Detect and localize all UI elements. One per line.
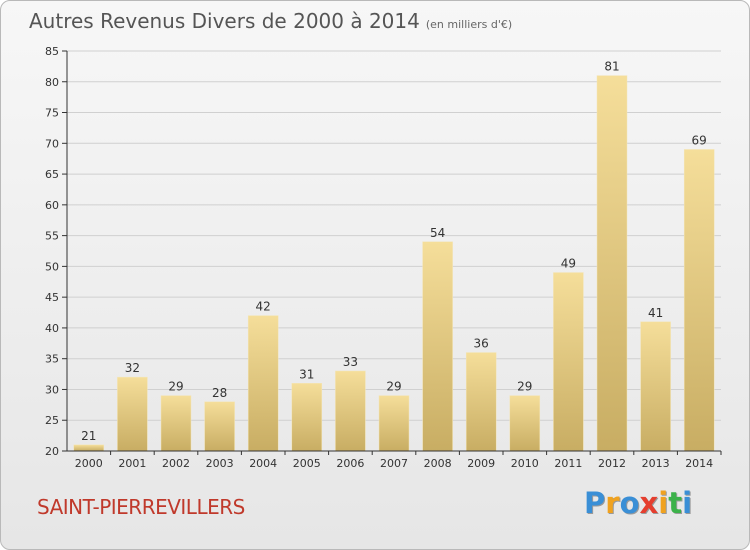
logo-letter: P xyxy=(584,486,606,520)
x-tick-label: 2008 xyxy=(424,457,452,470)
x-tick-label: 2003 xyxy=(206,457,234,470)
value-label: 42 xyxy=(256,300,271,314)
y-tick-label: 75 xyxy=(45,107,59,120)
x-tick-label: 2006 xyxy=(336,457,364,470)
logo-letter: i xyxy=(682,486,693,520)
y-tick-label: 50 xyxy=(45,260,59,273)
y-tick-label: 35 xyxy=(45,353,59,366)
x-tick-label: 2012 xyxy=(598,457,626,470)
x-tick-label: 2002 xyxy=(162,457,190,470)
x-tick-label: 2011 xyxy=(554,457,582,470)
x-tick-label: 2004 xyxy=(249,457,277,470)
bar-2006 xyxy=(335,370,366,452)
value-label: 69 xyxy=(692,133,707,147)
chart-title-text: Autres Revenus Divers de 2000 à 2014 xyxy=(29,9,420,33)
y-tick-label: 30 xyxy=(45,383,59,396)
value-label: 29 xyxy=(168,380,183,394)
y-tick-labels: 20 25 30 35 40 45 50 55 60 65 70 75 80 85 xyxy=(45,45,59,458)
value-label: 29 xyxy=(517,380,532,394)
bar-2010 xyxy=(509,395,541,452)
bar-2003 xyxy=(204,401,235,452)
value-label: 29 xyxy=(386,380,401,394)
bar-2011 xyxy=(553,272,584,452)
value-labels: 21 32 29 28 42 31 33 29 54 36 29 49 81 41 69 xyxy=(81,60,707,443)
y-tick-label: 20 xyxy=(45,445,59,458)
chart-title: Autres Revenus Divers de 2000 à 2014 (en … xyxy=(29,9,512,33)
bar-2012 xyxy=(596,75,628,452)
proxiti-logo: Proxiti xyxy=(584,486,692,520)
x-tick-label: 2010 xyxy=(511,457,539,470)
value-label: 54 xyxy=(430,226,445,240)
logo-letter: t xyxy=(668,486,683,520)
y-tick-label: 45 xyxy=(45,291,59,304)
x-tick-label: 2000 xyxy=(75,457,103,470)
y-tick-label: 55 xyxy=(45,230,59,243)
bar-2004 xyxy=(247,315,279,452)
bar-2005 xyxy=(291,383,323,452)
bar-2009 xyxy=(465,352,497,452)
bar-2007 xyxy=(378,395,410,452)
chart-subtitle: (en milliers d'€) xyxy=(425,18,513,31)
logo-letter: r xyxy=(605,486,620,520)
y-tick-label: 80 xyxy=(45,76,59,89)
y-tick-label: 65 xyxy=(45,168,59,181)
value-label: 31 xyxy=(299,367,314,381)
logo-letter: i xyxy=(658,486,669,520)
value-label: 81 xyxy=(604,60,619,74)
y-tick-label: 25 xyxy=(45,414,59,427)
bar-2008 xyxy=(422,241,453,452)
value-label: 21 xyxy=(81,429,96,443)
value-label: 32 xyxy=(125,361,140,375)
commune-name: SAINT-PIERREVILLERS xyxy=(37,495,245,519)
bar-2002 xyxy=(160,395,192,452)
y-tick-label: 70 xyxy=(45,137,59,150)
x-tick-label: 2001 xyxy=(118,457,146,470)
value-label: 33 xyxy=(343,355,358,369)
x-tick-label: 2005 xyxy=(293,457,321,470)
bar-2013 xyxy=(640,321,671,452)
value-label: 36 xyxy=(474,337,489,351)
y-tick-label: 60 xyxy=(45,199,59,212)
logo-letter: x xyxy=(639,486,659,520)
bar-2000 xyxy=(73,444,105,452)
bars xyxy=(73,75,715,452)
value-label: 41 xyxy=(648,306,663,320)
bar-2014 xyxy=(683,149,715,452)
x-tick-label: 2009 xyxy=(467,457,495,470)
bar-2001 xyxy=(117,376,148,452)
axes xyxy=(62,50,722,455)
x-tick-label: 2014 xyxy=(685,457,713,470)
y-tick-label: 40 xyxy=(45,322,59,335)
logo-letter: o xyxy=(619,486,640,520)
x-tick-label: 2007 xyxy=(380,457,408,470)
x-tick-labels: 2000 2001 2002 2003 2004 2005 2006 2007 2008 2009… xyxy=(75,457,713,470)
y-tick-label: 85 xyxy=(45,45,59,58)
value-label: 28 xyxy=(212,386,227,400)
value-label: 49 xyxy=(561,257,576,271)
x-tick-label: 2013 xyxy=(642,457,670,470)
